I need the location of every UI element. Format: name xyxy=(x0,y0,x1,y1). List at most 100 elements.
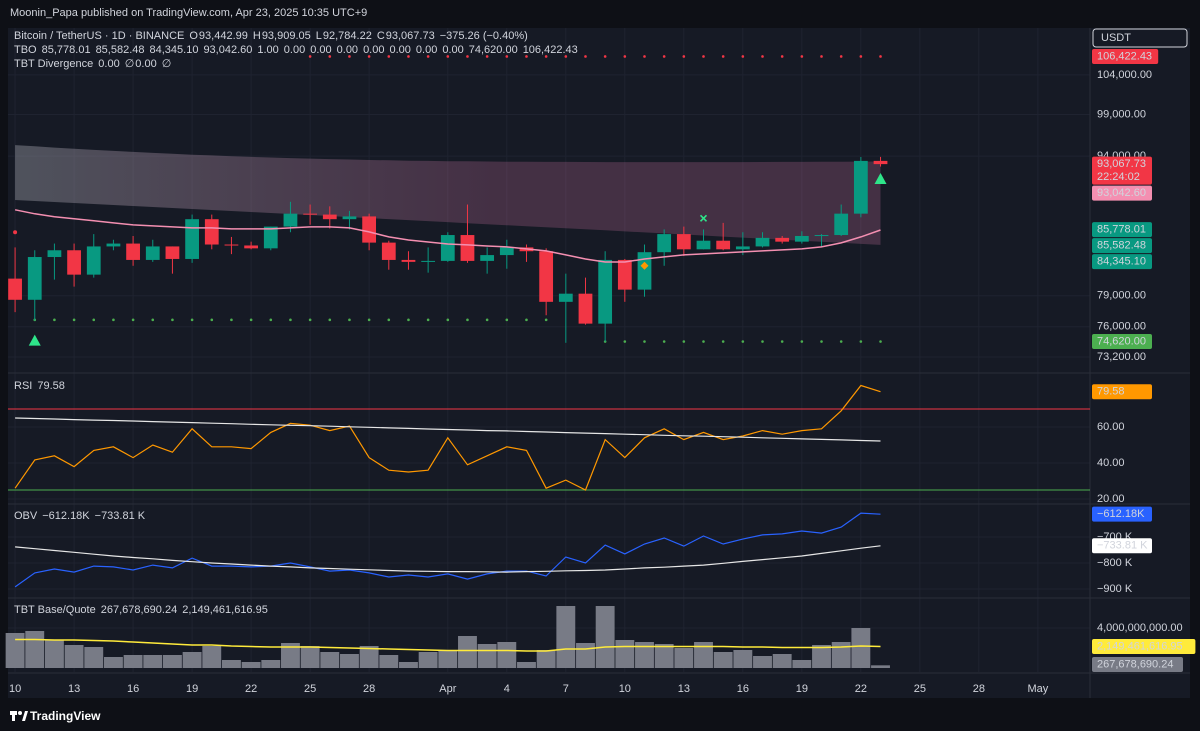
legend-item: 267,678,690.24 xyxy=(101,604,177,616)
currency-label: USDT xyxy=(1101,32,1131,44)
legend-item: 0.00 xyxy=(337,44,358,56)
price-badge xyxy=(1092,384,1152,400)
legend-item: −733.81 K xyxy=(95,510,146,522)
level-dot xyxy=(426,55,430,58)
x-tick-label: 28 xyxy=(973,683,985,695)
pane xyxy=(5,606,890,668)
level-dot xyxy=(721,340,725,343)
candle-body xyxy=(204,219,219,245)
signal-marker xyxy=(640,261,649,270)
y-tick-label: 40.00 xyxy=(1097,457,1125,469)
candle-body xyxy=(381,242,396,260)
x-tick-label: May xyxy=(1027,683,1048,695)
indicator-line xyxy=(15,417,881,442)
candle-body xyxy=(185,219,199,259)
x-tick-label: 7 xyxy=(563,683,569,695)
signal-marker xyxy=(874,172,887,184)
y-tick-label: 4,000,000,000.00 xyxy=(1097,622,1183,634)
price-badge xyxy=(1092,254,1152,270)
x-tick-label: 10 xyxy=(619,683,631,695)
legend-item: 0.00 xyxy=(284,44,305,56)
price-badge-label: 85,778.01 xyxy=(1097,224,1146,236)
level-dot xyxy=(367,55,371,58)
level-dot xyxy=(249,318,253,322)
volume-bar xyxy=(713,652,733,668)
level-dot xyxy=(348,55,351,58)
level-dot xyxy=(741,340,745,343)
level-dot xyxy=(485,318,489,322)
volume-bar xyxy=(615,640,635,668)
y-tick-label: −900 K xyxy=(1097,583,1133,595)
volume-bar xyxy=(674,648,694,668)
price-badge-label: 84,345.10 xyxy=(1097,256,1146,268)
volume-bar xyxy=(831,642,851,668)
volume-bar xyxy=(222,660,241,668)
level-dot xyxy=(662,340,666,343)
grid xyxy=(8,28,1090,672)
price-badge-label: −612.18K xyxy=(1097,508,1145,520)
volume-bar xyxy=(654,644,674,668)
level-dot xyxy=(623,55,627,58)
candle-body xyxy=(244,245,258,249)
candle-body xyxy=(775,237,790,242)
legend-item: RSI xyxy=(14,380,32,392)
candle-body xyxy=(794,235,809,242)
price-badge xyxy=(1092,156,1152,185)
level-dot xyxy=(643,340,646,343)
price-badge xyxy=(1092,222,1152,238)
level-dot xyxy=(761,55,764,58)
legend-item: 2,149,461,616.95 xyxy=(182,604,268,616)
legend-item: 85,778.01 xyxy=(42,44,91,56)
x-tick-label: 22 xyxy=(245,683,257,695)
volume-bar xyxy=(5,633,25,668)
volume-bar xyxy=(753,656,772,668)
x-tick-label: 19 xyxy=(796,683,808,695)
level-dot xyxy=(741,55,745,58)
level-dot xyxy=(308,318,312,322)
volume-bar xyxy=(359,646,379,668)
volume-bar xyxy=(241,662,261,668)
price-badge xyxy=(1092,657,1183,672)
candle-body xyxy=(499,247,514,256)
legend-item: C xyxy=(377,30,385,42)
level-dot xyxy=(505,55,509,58)
x-tick-label: 16 xyxy=(127,683,139,695)
x-tick-label: 25 xyxy=(304,683,316,695)
candle-body xyxy=(716,240,731,250)
level-dot xyxy=(879,55,882,58)
legend-item: 74,620.00 xyxy=(469,44,518,56)
level-dot xyxy=(682,340,686,343)
volume-bar xyxy=(64,645,84,668)
y-tick-label: −800 K xyxy=(1097,557,1133,569)
volume-bar xyxy=(320,652,340,668)
legend-item: L xyxy=(316,30,322,42)
x-tick-label: Apr xyxy=(439,683,456,695)
level-dot xyxy=(780,55,784,58)
level-dot xyxy=(387,55,391,58)
candle-body xyxy=(322,214,337,220)
level-dot xyxy=(544,55,548,58)
x-tick-label: 16 xyxy=(737,683,749,695)
level-dot xyxy=(151,318,155,322)
legend-item: 79.58 xyxy=(37,380,65,392)
candle-body xyxy=(873,160,888,165)
x-tick-label: 25 xyxy=(914,683,926,695)
level-dot xyxy=(800,55,804,58)
legend-item: TBO xyxy=(14,44,37,56)
cloud xyxy=(15,145,881,245)
legend-item: 84,345.10 xyxy=(150,44,199,56)
legend-item: 93,042.60 xyxy=(203,44,252,56)
level-dot xyxy=(682,55,686,58)
level-dot xyxy=(525,55,528,58)
chart-area xyxy=(8,28,1190,698)
level-dot xyxy=(446,55,450,58)
legend-item: 0.00 xyxy=(416,44,437,56)
currency-box[interactable] xyxy=(1092,28,1188,48)
level-dot xyxy=(485,55,489,58)
level-dot xyxy=(544,318,548,322)
level-dot xyxy=(171,318,174,322)
level-dot xyxy=(131,318,135,322)
price-badge-label: 106,422.43 xyxy=(1097,50,1152,62)
